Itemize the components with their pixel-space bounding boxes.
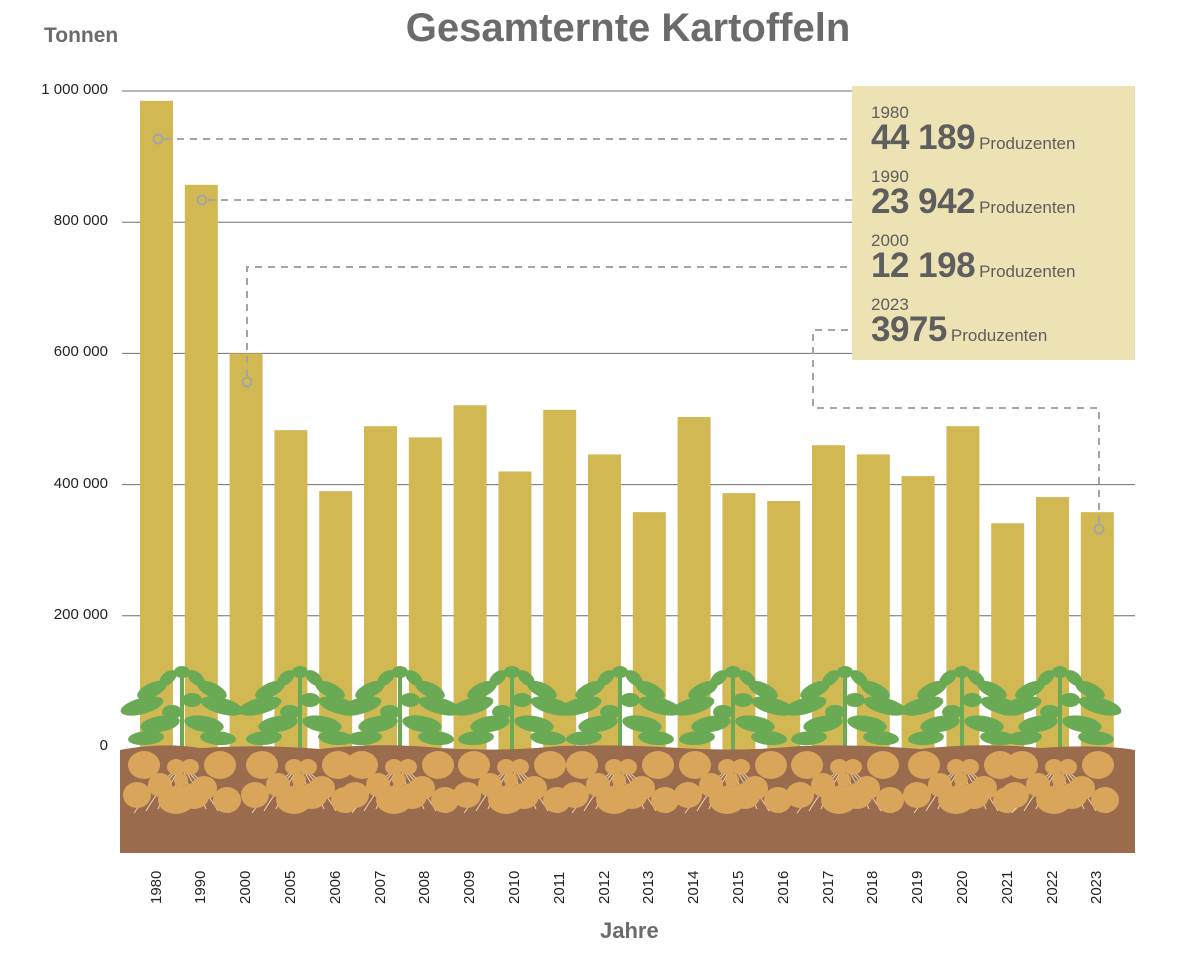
callout-unit: Produzenten — [950, 326, 1048, 345]
callout-unit: Produzenten — [979, 262, 1076, 281]
x-tick-label: 2007 — [371, 870, 389, 904]
callout-year: 2000 — [871, 231, 909, 250]
x-tick-label: 2021 — [998, 870, 1016, 904]
x-tick-label: 2018 — [864, 870, 882, 904]
callout-value: 3975 — [871, 310, 947, 349]
x-tick-label: 2011 — [550, 871, 568, 904]
marker-circle-icon — [196, 194, 208, 206]
x-tick-label: 2016 — [774, 870, 792, 904]
leader-line — [246, 266, 852, 376]
y-tick-label: 800 000 — [53, 212, 108, 230]
potato-tubers-icon — [1001, 751, 1119, 814]
callout-value: 23 942 — [871, 182, 976, 221]
x-tick-label: 2000 — [237, 870, 255, 904]
potato-plant-icon — [998, 666, 1122, 762]
x-tick-label: 2022 — [1043, 870, 1061, 904]
x-tick-label: 2020 — [953, 870, 971, 904]
x-tick-label: 2010 — [505, 870, 523, 904]
potato-tubers-icon — [341, 751, 459, 814]
potato-tubers-icon — [123, 751, 241, 814]
y-tick-label: 0 — [99, 737, 108, 754]
bar-2021 — [991, 523, 1025, 752]
potato-tubers-icon — [561, 751, 679, 814]
marker-circle-icon — [152, 133, 164, 145]
callout-unit: Produzenten — [979, 198, 1076, 217]
y-axis-label: Tonnen — [44, 24, 119, 47]
potato-tubers-icon — [453, 751, 571, 814]
x-tick-label: 2019 — [909, 870, 927, 904]
marker-circle-icon — [1093, 523, 1105, 535]
x-tick-label: 1980 — [147, 870, 165, 904]
chart-title: Gesamternte Kartoffeln — [405, 6, 851, 50]
potato-plant-icon — [450, 666, 574, 762]
callout-item-1990: 1990 23 942 Produzenten — [871, 168, 1075, 219]
potato-plant-icon — [783, 666, 907, 762]
callout-year: 1980 — [871, 103, 909, 122]
x-tick-label: 2013 — [640, 870, 658, 904]
callout-value: 44 189 — [871, 118, 976, 157]
x-tick-label: 2014 — [685, 870, 703, 904]
x-tick-label: 2006 — [326, 870, 344, 904]
y-tick-label: 600 000 — [53, 343, 108, 361]
x-tick-label: 2012 — [595, 870, 613, 904]
potato-plant-icon — [558, 666, 682, 762]
x-tick-label: 1990 — [192, 870, 210, 904]
producers-callout: 1980 44 189 Produzenten 1990 23 942 Produz… — [852, 86, 1135, 360]
callout-item-1980: 1980 44 189 Produzenten — [871, 104, 1075, 155]
y-tick-label: 400 000 — [53, 474, 108, 492]
x-tick-label: 2015 — [729, 870, 747, 904]
x-axis-label: Jahre — [600, 918, 659, 943]
callout-item-2023: 2023 3975 Produzenten — [871, 296, 1047, 347]
potato-plant-icon — [120, 666, 244, 762]
bar-1990 — [184, 184, 218, 753]
x-tick-label: 2023 — [1088, 870, 1106, 904]
potato-tubers-icon — [674, 751, 792, 814]
marker-circle-icon — [241, 376, 253, 388]
bar-2000 — [229, 353, 263, 752]
callout-unit: Produzenten — [979, 134, 1076, 153]
bar-2023 — [1080, 512, 1114, 752]
callout-value: 12 198 — [871, 246, 976, 285]
potato-tubers-icon — [786, 751, 904, 814]
y-tick-label: 200 000 — [53, 605, 108, 623]
potato-tubers-icon — [241, 751, 359, 814]
callout-year: 1990 — [871, 167, 909, 186]
potato-tubers-icon — [903, 751, 1021, 814]
x-tick-label: 2005 — [281, 870, 299, 904]
x-tick-label: 2017 — [819, 870, 837, 904]
callout-item-2000: 2000 12 198 Produzenten — [871, 232, 1075, 283]
x-tick-label: 2009 — [461, 870, 479, 904]
y-tick-label: 1 000 000 — [41, 81, 108, 98]
potato-plant-icon — [238, 666, 362, 762]
callout-year: 2023 — [871, 295, 909, 314]
bar-1980 — [140, 100, 173, 753]
x-tick-label: 2008 — [416, 870, 434, 904]
